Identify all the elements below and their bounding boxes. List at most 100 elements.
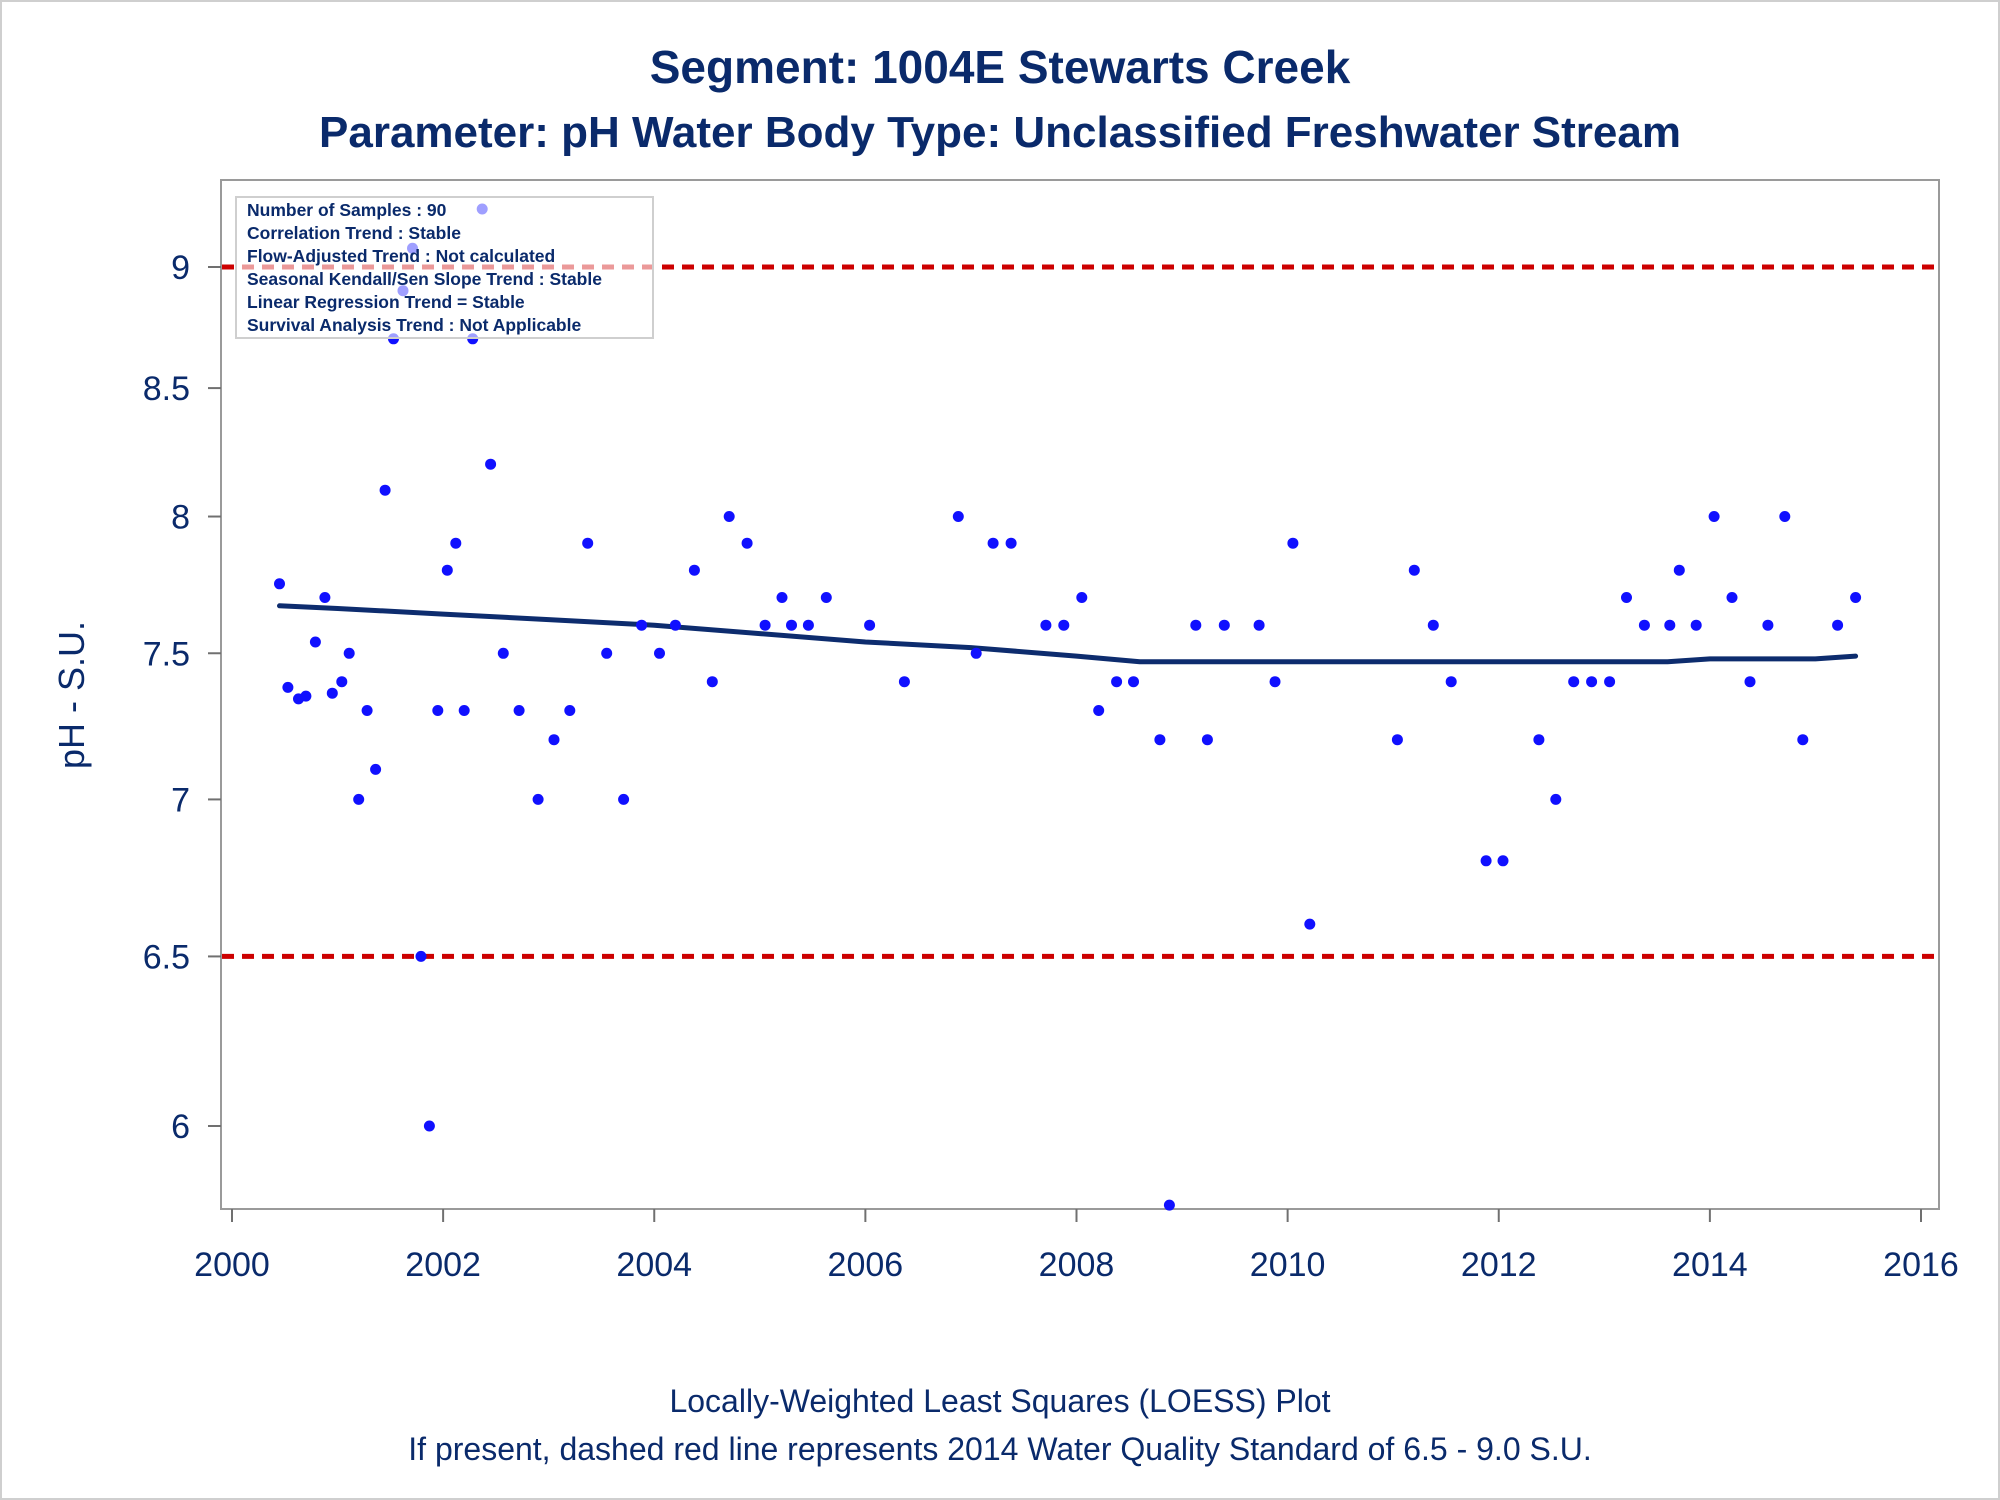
data-point-46 — [898, 676, 910, 688]
data-point-45 — [864, 619, 876, 631]
x-tick-label-2010: 2010 — [1250, 1246, 1326, 1284]
data-point-64 — [1287, 537, 1299, 549]
y-tick-label-6: 6 — [171, 1108, 190, 1146]
y-axis-label: pH - S.U. — [51, 621, 92, 769]
y-tick-label-8.5: 8.5 — [143, 370, 190, 408]
x-tick-label-2000: 2000 — [194, 1246, 270, 1284]
data-point-62 — [1253, 619, 1265, 631]
trend-summary-line-3: Seasonal Kendall/Sen Slope Trend : Stabl… — [247, 269, 602, 289]
data-point-58 — [1163, 1199, 1175, 1211]
data-point-51 — [1040, 619, 1052, 631]
chart-title: Segment: 1004E Stewarts Creek — [650, 41, 1351, 93]
loess-curve — [277, 603, 1859, 665]
data-point-69 — [1445, 676, 1457, 688]
data-point-89 — [1850, 592, 1862, 603]
data-point-9 — [353, 793, 365, 805]
x-tick-label-2002: 2002 — [405, 1246, 481, 1284]
data-point-80 — [1673, 564, 1685, 576]
data-point-7 — [336, 676, 348, 688]
data-point-86 — [1779, 511, 1791, 522]
data-point-73 — [1550, 793, 1562, 805]
y-tick-label-8: 8 — [171, 499, 190, 537]
x-tick-label-2012: 2012 — [1461, 1246, 1537, 1284]
data-point-12 — [379, 484, 391, 496]
data-point-29 — [564, 705, 576, 716]
x-axis: 2000 2002 2004 2006 2008 2010 2012 2014 2016 — [194, 1209, 1959, 1284]
data-point-42 — [786, 619, 797, 631]
data-point-66 — [1391, 734, 1403, 746]
x-tick-label-2014: 2014 — [1672, 1246, 1748, 1284]
data-point-68 — [1427, 619, 1439, 631]
data-point-79 — [1664, 619, 1676, 631]
data-point-52 — [1058, 619, 1070, 631]
data-point-84 — [1744, 676, 1756, 688]
data-point-6 — [326, 687, 338, 699]
data-point-16 — [415, 950, 427, 962]
data-point-1 — [282, 681, 294, 693]
data-point-87 — [1797, 734, 1809, 746]
x-tick-label-2006: 2006 — [828, 1246, 904, 1284]
x-tick-label-2008: 2008 — [1039, 1246, 1115, 1284]
data-point-40 — [759, 619, 771, 631]
data-point-38 — [723, 511, 735, 522]
data-point-25 — [497, 647, 509, 659]
x-tick-label-2004: 2004 — [616, 1246, 692, 1284]
data-point-60 — [1201, 734, 1213, 746]
data-point-24 — [485, 458, 497, 470]
data-point-20 — [450, 537, 462, 549]
footnote-standard: If present, dashed red line represents 2… — [408, 1431, 1591, 1467]
data-point-74 — [1568, 676, 1580, 688]
data-point-76 — [1604, 676, 1616, 688]
trend-summary-line-4: Linear Regression Trend = Stable — [247, 292, 525, 312]
data-point-39 — [741, 537, 753, 549]
data-point-59 — [1190, 619, 1202, 631]
data-point-55 — [1111, 676, 1123, 688]
data-point-53 — [1076, 592, 1088, 603]
trend-summary-line-1: Correlation Trend : Stable — [247, 223, 461, 243]
data-point-81 — [1690, 619, 1702, 631]
footnote-method: Locally-Weighted Least Squares (LOESS) P… — [669, 1383, 1330, 1419]
chart-subtitle: Parameter: pH Water Body Type: Unclassif… — [319, 108, 1681, 157]
data-point-88 — [1832, 619, 1844, 631]
data-point-27 — [532, 793, 544, 805]
data-point-82 — [1708, 511, 1720, 522]
data-point-18 — [432, 705, 444, 716]
data-point-65 — [1304, 918, 1316, 930]
trend-summary-line-0: Number of Samples : 90 — [247, 200, 447, 220]
x-tick-label-2016: 2016 — [1883, 1246, 1959, 1284]
data-point-78 — [1638, 619, 1650, 631]
standard-lines — [222, 264, 1938, 959]
data-point-83 — [1726, 592, 1738, 603]
data-point-32 — [618, 793, 630, 805]
data-point-72 — [1533, 734, 1545, 746]
data-point-10 — [361, 705, 373, 716]
trend-summary-line-2: Flow-Adjusted Trend : Not calculated — [247, 246, 555, 266]
data-point-43 — [802, 619, 814, 631]
data-point-63 — [1269, 676, 1281, 688]
data-point-44 — [820, 592, 832, 603]
data-point-57 — [1154, 734, 1166, 746]
data-point-71 — [1497, 855, 1509, 867]
data-point-49 — [987, 537, 999, 549]
data-point-34 — [654, 647, 665, 659]
data-point-50 — [1005, 537, 1017, 549]
data-point-37 — [706, 676, 718, 688]
trend-summary-line-5: Survival Analysis Trend : Not Applicable — [247, 315, 581, 335]
data-point-31 — [601, 647, 613, 659]
data-point-8 — [343, 647, 355, 659]
data-point-26 — [513, 705, 525, 716]
data-point-35 — [669, 619, 681, 631]
data-point-33 — [636, 619, 648, 631]
y-tick-label-6.5: 6.5 — [143, 938, 190, 976]
data-point-4 — [309, 636, 321, 648]
data-point-19 — [441, 564, 453, 576]
data-points — [274, 203, 1862, 1211]
data-point-54 — [1093, 705, 1105, 716]
data-point-36 — [688, 564, 700, 576]
loess-layer — [277, 603, 1859, 665]
data-point-28 — [548, 734, 560, 746]
data-point-85 — [1762, 619, 1774, 631]
y-axis: 6 6.5 7 7.5 8 8.5 9 — [143, 249, 221, 1146]
data-point-17 — [423, 1120, 435, 1132]
data-point-30 — [582, 537, 594, 549]
